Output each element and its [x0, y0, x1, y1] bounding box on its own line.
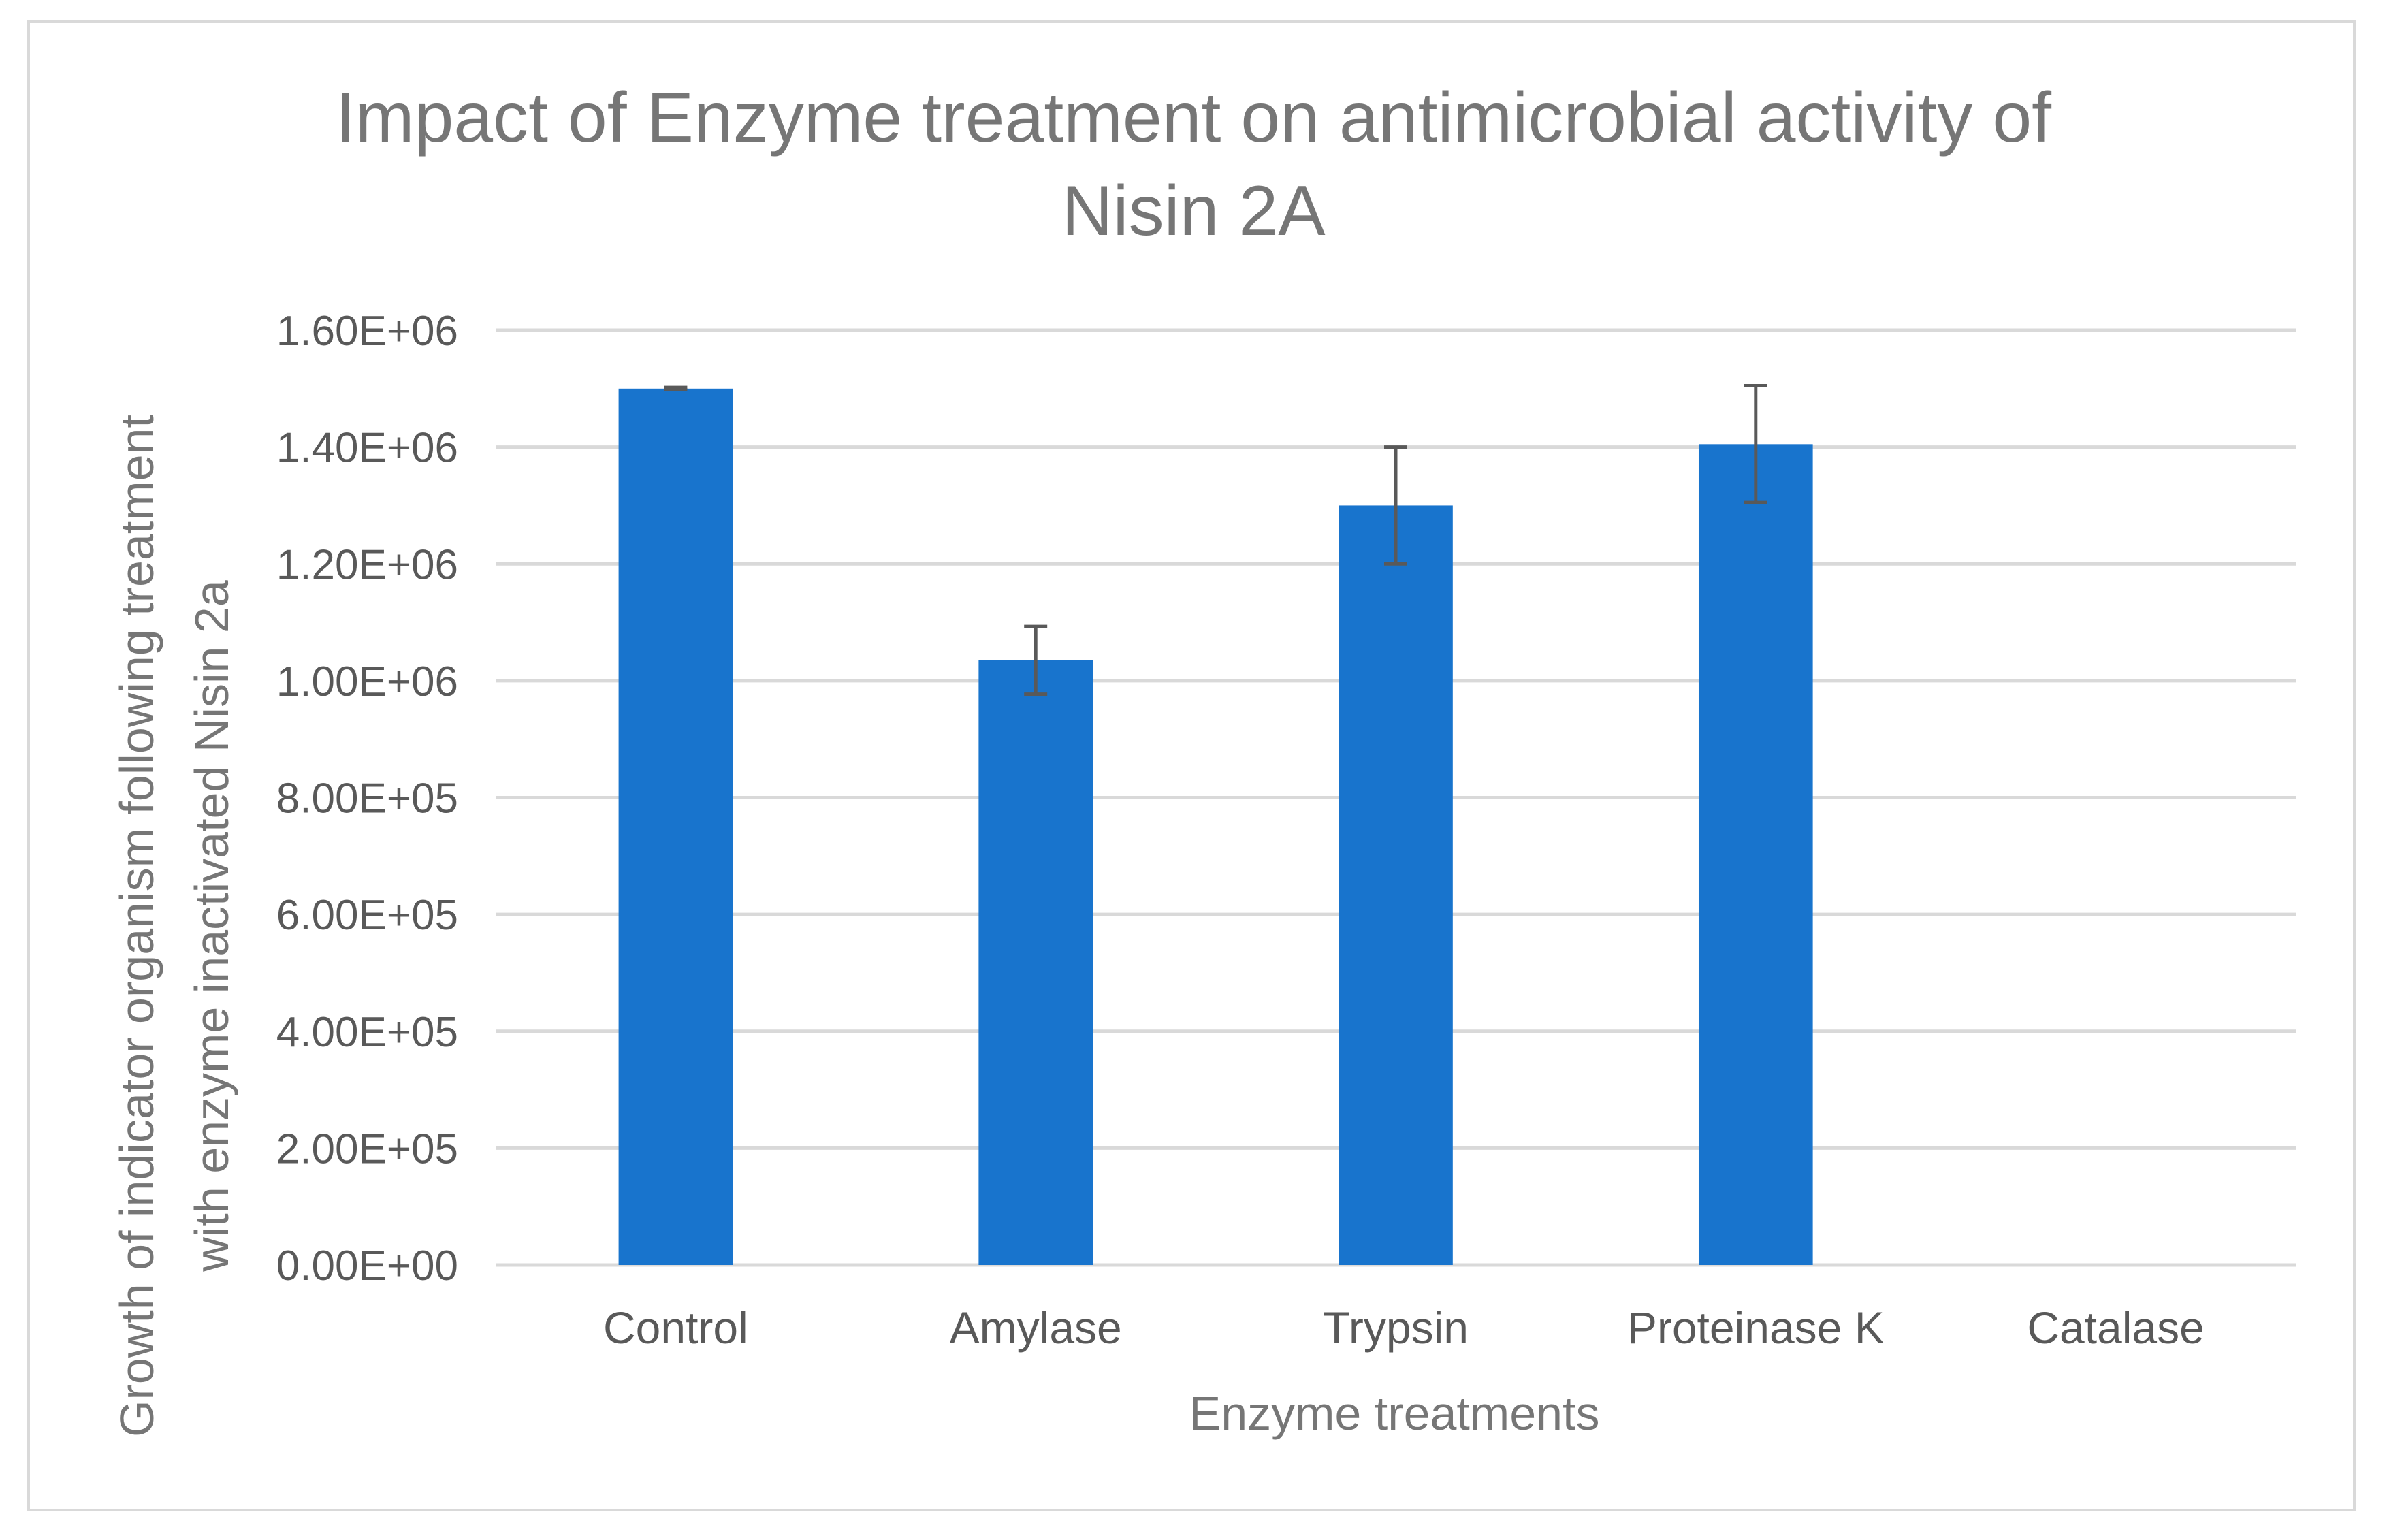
x-category-label: Trypsin [1323, 1302, 1469, 1353]
y-tick-label: 4.00E+05 [276, 1009, 458, 1056]
chart-title-line-2: Nisin 2A [1061, 172, 1326, 251]
y-axis-title: Growth of indicator organism following t… [110, 415, 238, 1437]
y-axis-title-line-2: with enzyme inactivated Nisin 2a [185, 580, 238, 1272]
x-category-label: Control [603, 1302, 748, 1353]
chart-frame [27, 20, 2356, 1511]
x-category-label: Catalase [2027, 1302, 2205, 1353]
y-tick-label: 1.00E+06 [276, 658, 458, 705]
y-tick-label: 6.00E+05 [276, 892, 458, 939]
x-category-labels: Control Amylase Trypsin Proteinase K Catalas… [603, 1302, 2205, 1353]
y-tick-label: 1.60E+06 [276, 308, 458, 355]
error-bar [1744, 384, 1767, 504]
error-bar [1384, 445, 1407, 566]
y-tick-label: 8.00E+05 [276, 775, 458, 822]
error-bars [664, 384, 1767, 696]
error-bar [1024, 624, 1048, 696]
y-tick-label: 1.20E+06 [276, 541, 458, 588]
y-tick-labels: 0.00E+00 2.00E+05 4.00E+05 6.00E+05 8.00E+05… [276, 308, 458, 1289]
bar-amylase [978, 660, 1093, 1265]
bar-trypsin [1339, 505, 1453, 1265]
y-axis-title-line-1: Growth of indicator organism following t… [110, 415, 163, 1437]
y-tick-label: 0.00E+00 [276, 1242, 458, 1289]
y-tick-label: 2.00E+05 [276, 1125, 458, 1172]
bar-proteinase-k [1698, 444, 1813, 1265]
bar-control [618, 388, 733, 1265]
error-bar [664, 385, 688, 392]
y-tick-label: 1.40E+06 [276, 425, 458, 472]
bars [618, 388, 1813, 1265]
x-category-label: Proteinase K [1627, 1302, 1885, 1353]
x-axis-title: Enzyme treatments [1189, 1387, 1600, 1440]
x-category-label: Amylase [950, 1302, 1122, 1353]
chart-title-line-1: Impact of Enzyme treatment on antimicrob… [336, 78, 2052, 157]
